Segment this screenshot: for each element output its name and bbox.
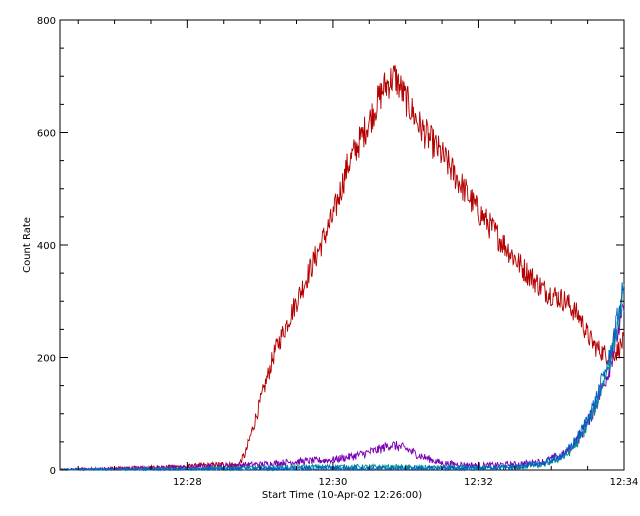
x-tick-label: 12:30	[318, 477, 347, 488]
y-tick-label: 800	[37, 16, 56, 27]
series-line-4	[60, 282, 625, 472]
x-axis: 12:28 12:30 12:32 12:34	[77, 20, 639, 488]
series-line-2	[59, 303, 625, 472]
y-tick-label: 0	[50, 466, 56, 477]
series-line-1	[59, 65, 625, 472]
x-axis-label: Start Time (10-Apr-02 12:26:00)	[262, 490, 422, 501]
series-layer	[59, 65, 625, 472]
x-tick-label: 12:32	[464, 477, 493, 488]
y-tick-label: 400	[37, 241, 56, 252]
y-tick-label: 600	[37, 129, 56, 140]
y-axis-label: Count Rate	[22, 217, 33, 273]
plot-frame	[59, 19, 625, 471]
y-axis: 0 200 400 600 800	[37, 16, 624, 477]
series-line-3	[60, 284, 625, 472]
y-tick-label: 200	[37, 354, 56, 365]
x-tick-label: 12:34	[610, 477, 639, 488]
x-tick-label: 12:28	[173, 477, 202, 488]
